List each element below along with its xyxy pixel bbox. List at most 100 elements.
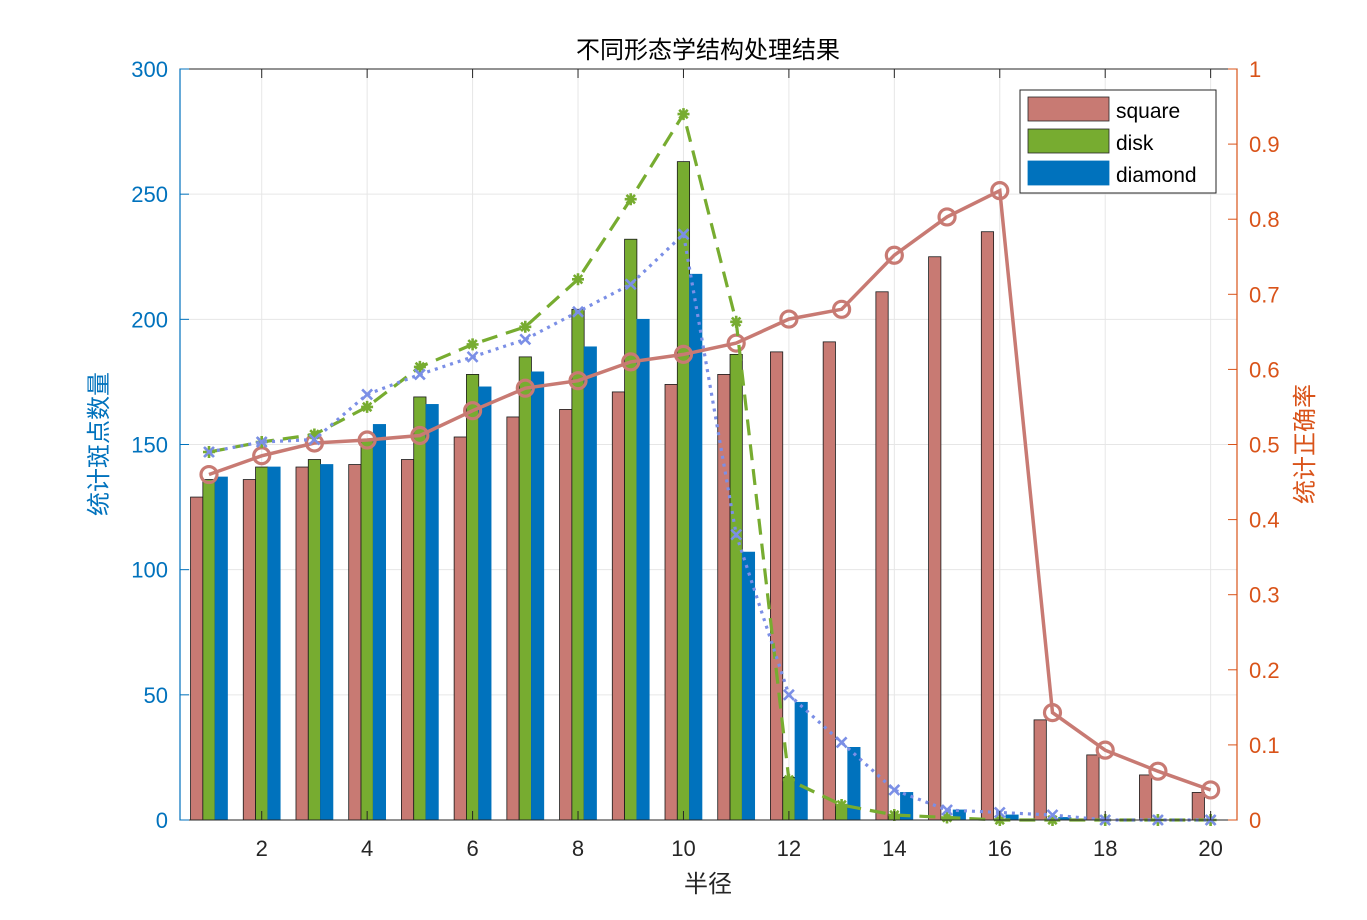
y-tick-label-right: 0.8 — [1249, 207, 1280, 232]
legend-label-diamond: diamond — [1116, 164, 1197, 187]
diamond-count-line — [208, 230, 1211, 822]
bar-square — [242, 479, 256, 821]
circle-marker — [990, 181, 1010, 201]
bar-square — [611, 391, 625, 821]
y-tick-label-right: 0.1 — [1249, 733, 1280, 758]
y-axis-label-right: 统计正确率 — [1291, 384, 1319, 504]
x-tick-label: 12 — [777, 836, 801, 861]
asterisk-marker — [572, 273, 584, 286]
bar-disk — [624, 238, 638, 821]
bar-diamond — [372, 424, 387, 821]
bar-square — [506, 416, 520, 821]
y-tick-label-right: 0 — [1249, 808, 1261, 833]
legend-swatch-square — [1027, 96, 1110, 122]
bars — [190, 161, 1205, 821]
circle-marker — [937, 207, 957, 227]
circle-marker — [410, 425, 430, 446]
x-marker — [519, 333, 532, 346]
legend: square disk diamond — [1019, 89, 1217, 194]
y-tick-label-left: 50 — [144, 683, 168, 708]
legend-label-disk: disk — [1116, 132, 1154, 155]
bar-diamond — [267, 466, 281, 821]
asterisk-marker — [835, 799, 848, 811]
asterisk-marker — [782, 773, 795, 786]
y-tick-label-right: 1 — [1249, 57, 1261, 82]
y-tick-label-left: 200 — [131, 307, 168, 332]
legend-swatch-diamond — [1027, 160, 1110, 186]
asterisk-marker — [413, 360, 426, 373]
bar-disk — [255, 466, 269, 821]
asterisk-marker — [624, 193, 637, 206]
x-tick-label: 6 — [466, 836, 478, 861]
x-tick-label: 14 — [882, 836, 906, 861]
circle-marker — [1201, 780, 1221, 800]
bar-square — [770, 351, 784, 821]
circle-marker — [515, 378, 535, 398]
x-marker — [1046, 809, 1059, 821]
chart-title: 不同形态学结构处理结果 — [576, 36, 840, 64]
x-tick-label: 20 — [1198, 836, 1222, 861]
y-tick-label-left: 300 — [131, 57, 168, 82]
y-tick-label-left: 100 — [131, 558, 168, 583]
circle-marker — [462, 401, 483, 421]
asterisk-marker — [466, 338, 479, 351]
y-axis-label-left: 统计斑点数量 — [85, 372, 113, 516]
y-tick-label-left: 150 — [131, 433, 168, 458]
bar-diamond — [425, 404, 439, 821]
x-marker — [361, 388, 374, 401]
x-marker — [624, 278, 637, 291]
bar-square — [1033, 719, 1047, 821]
y-tick-label-right: 0.3 — [1249, 583, 1280, 608]
x-marker — [730, 528, 743, 541]
x-tick-label: 8 — [572, 836, 584, 861]
legend-swatch-disk — [1027, 128, 1110, 154]
disk-count-line — [208, 110, 1211, 822]
circle-marker — [884, 245, 904, 265]
circle-marker — [832, 299, 852, 319]
bar-disk — [729, 353, 743, 821]
bar-diamond — [636, 318, 650, 821]
bar-diamond — [320, 464, 334, 821]
bar-square — [1139, 774, 1153, 821]
bar-diamond — [583, 346, 597, 821]
bar-diamond — [794, 701, 808, 821]
x-tick-label: 2 — [256, 836, 268, 861]
x-marker — [308, 433, 321, 446]
asterisk-marker — [941, 811, 953, 824]
bar-square — [980, 231, 995, 821]
bar-disk — [307, 459, 321, 821]
x-marker — [466, 350, 479, 363]
ticks: 2 4 6 8 10 12 14 16 18 2005010015020025030000.10.… — [131, 57, 1279, 861]
circle-marker — [199, 464, 219, 485]
y-tick-label-right: 0.2 — [1249, 658, 1280, 683]
bar-square — [875, 291, 889, 821]
circle-marker — [568, 371, 588, 391]
bar-diamond — [214, 476, 228, 821]
x-marker — [572, 305, 584, 318]
bar-square — [664, 384, 678, 821]
circle-marker — [621, 352, 641, 372]
circle-marker — [1095, 740, 1115, 760]
bar-square — [190, 496, 204, 821]
bar-square — [295, 466, 309, 821]
asterisk-marker — [308, 428, 321, 441]
x-marker — [677, 228, 690, 241]
bar-diamond — [741, 551, 756, 821]
asterisk-marker — [519, 320, 532, 333]
bar-disk — [202, 479, 216, 821]
asterisk-marker — [730, 315, 743, 328]
x-marker — [888, 784, 901, 796]
bar-square — [559, 409, 573, 821]
asterisk-marker — [677, 108, 690, 121]
x-marker — [203, 446, 215, 458]
y-tick-label-right: 0.7 — [1249, 282, 1280, 307]
bar-square — [822, 341, 836, 821]
bar-diamond — [531, 371, 545, 821]
circle-marker — [1148, 761, 1168, 781]
bar-disk — [518, 356, 532, 821]
bar-square — [453, 436, 467, 821]
asterisk-marker — [361, 400, 374, 413]
y-tick-label-left: 250 — [131, 182, 168, 207]
x-marker — [413, 368, 426, 381]
